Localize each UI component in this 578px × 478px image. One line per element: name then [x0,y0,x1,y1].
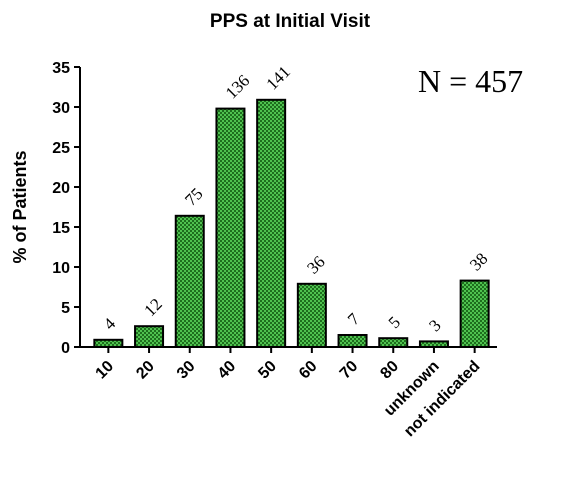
y-tick-label: 35 [52,60,70,77]
x-tick-label: 40 [215,358,240,383]
data-label: 136 [222,71,253,102]
data-label: 38 [466,249,491,274]
bar [134,325,165,349]
bar [337,334,368,348]
bar [256,98,287,348]
y-tick-label: 30 [52,100,70,117]
sample-size-annotation: N = 457 [418,63,523,99]
x-tick-label: 70 [337,358,362,383]
x-tick-label: 30 [174,358,199,383]
bar [296,282,327,348]
x-tick-label: 10 [93,358,118,383]
data-label: 36 [303,252,328,277]
y-tick-label: 20 [52,180,70,197]
y-tick-label: 25 [52,140,70,157]
x-tick-label: 20 [133,358,158,383]
y-tick-label: 0 [61,340,70,357]
x-tick-label: 80 [377,358,402,383]
y-tick-label: 10 [52,260,70,277]
x-tick-label: 50 [255,358,280,383]
data-label: 3 [425,316,444,335]
bar [174,214,205,348]
data-label: 141 [263,62,294,93]
bar [93,338,124,348]
bar [378,337,409,349]
data-label: 12 [140,295,165,320]
x-tick-label: 60 [296,358,321,383]
y-tick-label: 5 [61,300,70,317]
bar [418,340,449,348]
y-axis-label: % of Patients [10,150,30,263]
data-label: 7 [344,309,364,329]
y-tick-label: 15 [52,220,70,237]
bar [215,107,246,348]
bar [459,279,490,349]
chart-title: PPS at Initial Visit [210,11,371,32]
data-label: 75 [181,184,206,209]
data-label: 5 [385,313,404,332]
data-label: 4 [100,314,120,334]
